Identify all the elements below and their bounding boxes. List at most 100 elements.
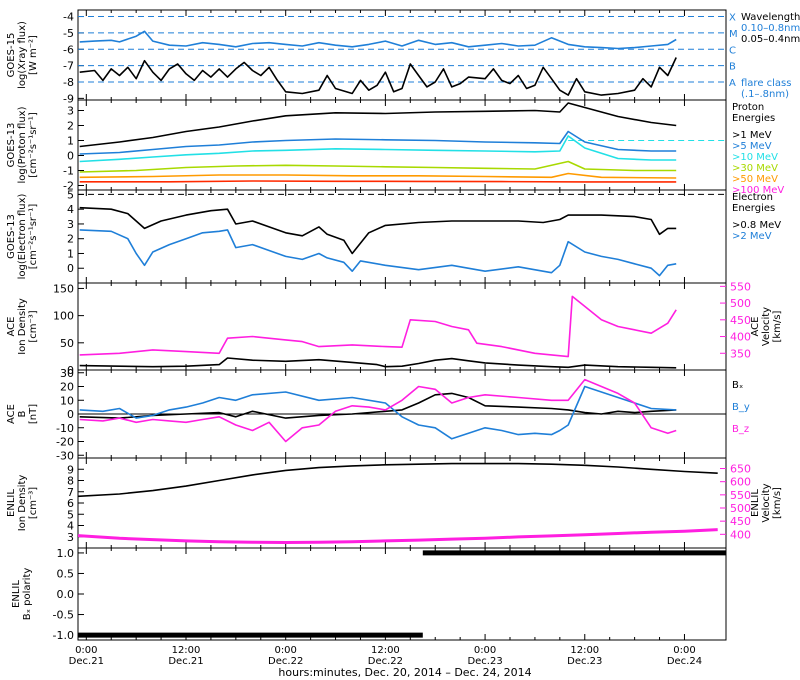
right-y-tick-label: 500: [730, 297, 751, 310]
y-axis-label: [cm⁻³]: [28, 487, 39, 519]
series--2-mev: [79, 229, 677, 277]
legend-item: 0.05–0.4nm: [741, 34, 800, 45]
y-tick-label: -7: [63, 60, 74, 73]
legend-item: B_y: [732, 402, 750, 413]
y-tick-label: -5: [63, 27, 74, 40]
legend-item: >1 MeV: [732, 130, 772, 141]
x-tick-day-label: Dec.21: [69, 656, 104, 667]
series-bz: [79, 378, 677, 443]
y-tick-label: 0.0: [57, 588, 75, 601]
y-tick-label: 0: [67, 262, 74, 275]
y-tick-label: 30: [60, 367, 74, 380]
y-axis-label: ACE: [6, 317, 17, 337]
legend-item: >30 MeV: [732, 163, 778, 174]
y-axis-label: [cm⁻²s⁻¹sr⁻¹]: [28, 112, 39, 178]
x-axis-title: hours:minutes, Dec. 20, 2014 – Dec. 24, …: [278, 666, 531, 679]
legend-note: flare class: [741, 78, 791, 89]
series--10-mev: [79, 135, 677, 163]
y-axis-label: GOES-13: [6, 214, 17, 259]
y-axis-label: ACE: [6, 404, 17, 424]
right-y-tick-label: 400: [730, 331, 751, 344]
y-tick-label: 50: [60, 337, 74, 350]
x-tick-day-label: Dec.22: [368, 656, 403, 667]
legend-item: >2 MeV: [732, 231, 772, 242]
y-tick-label: -30: [56, 449, 74, 462]
panel-frame: [77, 547, 727, 641]
legend-title: Proton: [732, 102, 764, 113]
y-tick-label: 8: [67, 475, 74, 488]
series--0-8-mev: [79, 206, 677, 255]
y-tick-label: 3: [67, 105, 74, 118]
y-tick-label: 20: [60, 381, 74, 394]
y-axis-label: log(Electron flux): [17, 194, 28, 280]
flare-class-label: A: [729, 78, 736, 89]
series-0-05-0-4nm: [79, 57, 677, 96]
x-tick-label: 12:00: [172, 645, 201, 656]
y-axis-label: GOES-15: [6, 33, 17, 78]
right-y-tick-label: 350: [730, 347, 751, 360]
y-tick-label: 6: [67, 497, 74, 510]
legend-title: Electron: [732, 192, 773, 203]
panel-frame: [77, 282, 727, 371]
y-tick-label: -20: [56, 436, 74, 449]
y-tick-label: 0: [67, 364, 74, 377]
y-axis-label: Ion Density: [17, 475, 28, 532]
y-tick-label: -0.5: [53, 609, 74, 622]
y-tick-label: 1: [67, 247, 74, 260]
y-axis-label: log(Xray flux): [17, 21, 28, 89]
x-tick-label: 12:00: [570, 645, 599, 656]
y-axis-label: Bₓ polarity: [22, 568, 33, 621]
right-y-tick-label: 550: [730, 280, 751, 293]
legend-title: Energies: [732, 203, 775, 214]
legend-item: >100 MeV: [732, 185, 784, 196]
y-tick-label: -1.0: [53, 629, 74, 642]
y-tick-label: 3: [67, 218, 74, 231]
right-axis-label: [km/s]: [772, 487, 783, 519]
y-tick-label: 1.0: [57, 547, 75, 560]
y-tick-label: -2: [63, 180, 74, 193]
series--50-mev: [79, 172, 677, 179]
y-tick-label: -6: [63, 43, 74, 56]
series--5-mev: [79, 130, 677, 155]
flare-class-label: M: [729, 29, 738, 40]
right-axis-label: ENLIL: [750, 489, 761, 517]
legend-item: >10 MeV: [732, 152, 778, 163]
right-axis-label: Velocity: [761, 483, 772, 522]
right-y-tick-label: 600: [730, 476, 751, 489]
y-axis-label: B: [17, 410, 28, 417]
y-axis-label: [W m⁻²]: [28, 35, 39, 75]
y-axis-label: ENLIL: [6, 489, 17, 517]
y-axis-label: GOES-13: [6, 123, 17, 168]
y-tick-label: 150: [53, 282, 74, 295]
plot-root: -9 -8 -7 -6 -5 -4 GOES-15 log(Xray flux) [W m⁻²]…: [6, 9, 800, 667]
series-density: [79, 357, 677, 369]
panel-goes-electron: 0 12 3 4 5 GOES-13 log(Electron flux) [cm⁻²s⁻¹s…: [6, 188, 781, 284]
legend-item: Bₓ: [732, 380, 743, 391]
panel-goes-xray: -9 -8 -7 -6 -5 -4 GOES-15 log(Xray flux) [W m⁻²]…: [6, 9, 800, 105]
x-tick-day-label: Dec.21: [168, 656, 203, 667]
series-density: [78, 462, 718, 498]
y-tick-label: 5: [67, 508, 74, 521]
y-axis-label: [nT]: [28, 404, 39, 424]
right-y-tick-label: 500: [730, 502, 751, 515]
series-velocity: [79, 295, 677, 358]
right-axis-label: Velocity: [761, 307, 772, 346]
y-tick-label: 4: [67, 520, 74, 533]
right-y-tick-label: 450: [730, 515, 751, 528]
series-velocity: [78, 528, 718, 544]
right-axis-label: [km/s]: [772, 310, 783, 342]
x-tick-day-label: Dec.22: [268, 656, 303, 667]
series--1-mev: [79, 102, 677, 148]
y-tick-label: 10: [60, 394, 74, 407]
y-tick-label: 0: [67, 408, 74, 421]
y-tick-label: 4: [67, 203, 74, 216]
y-tick-label: -10: [56, 422, 74, 435]
y-axis-label: [cm⁻²s⁻¹sr⁻¹]: [28, 204, 39, 270]
y-tick-label: 2: [67, 120, 74, 133]
y-tick-label: 5: [67, 188, 74, 201]
x-tick-day-label: Dec.24: [667, 656, 702, 667]
legend-item: >5 MeV: [732, 141, 772, 152]
